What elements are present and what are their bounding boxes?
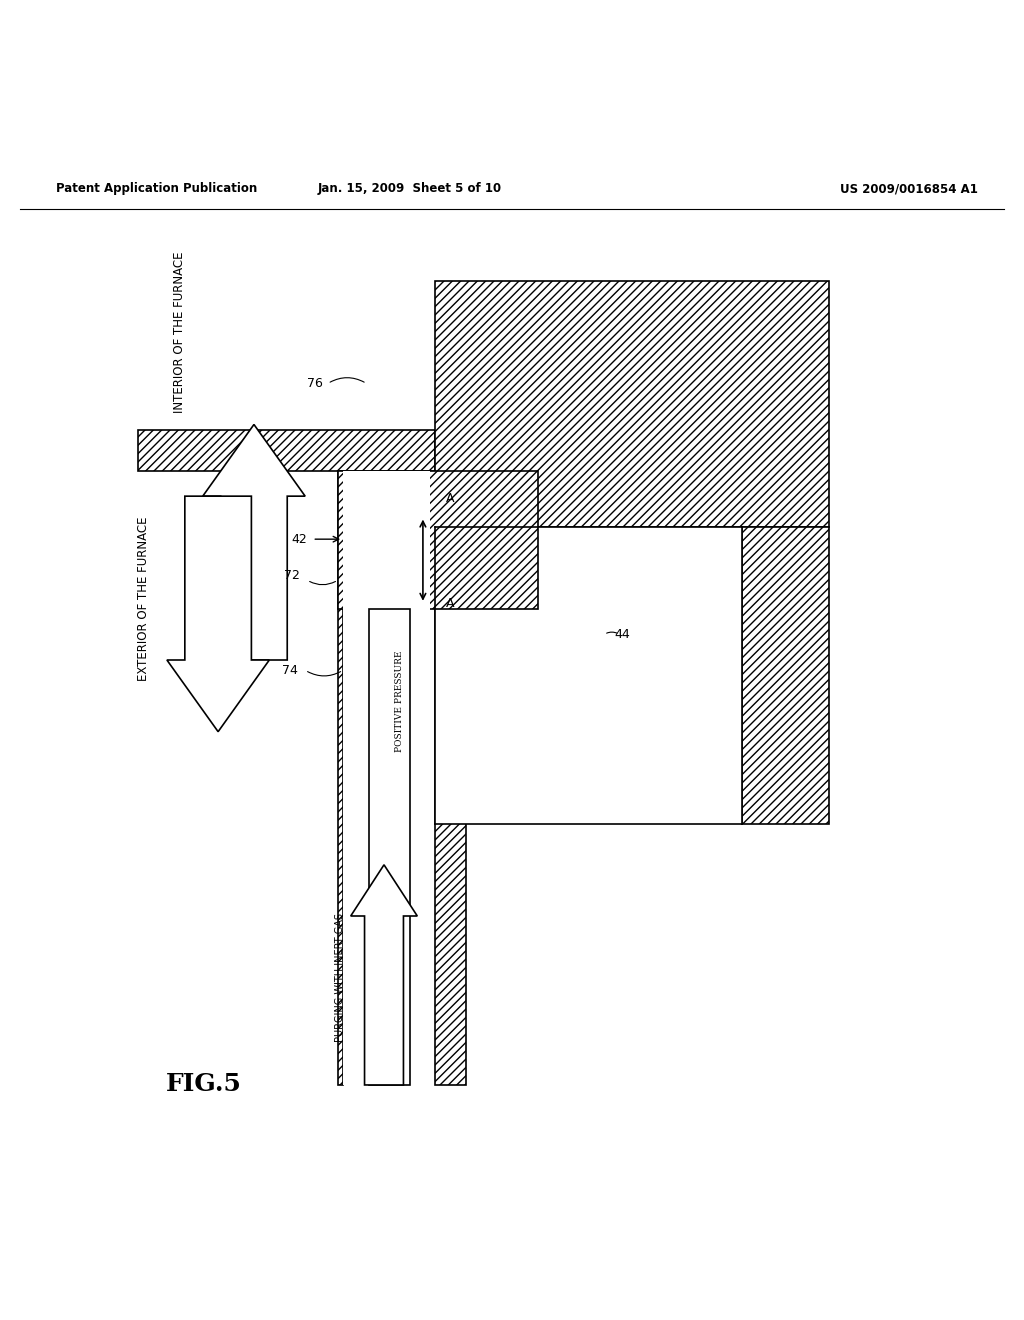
Text: PURGING WITH INERT GAS: PURGING WITH INERT GAS: [335, 913, 345, 1041]
Text: Patent Application Publication: Patent Application Publication: [56, 182, 258, 195]
Text: A: A: [445, 492, 454, 504]
Text: 44: 44: [614, 628, 630, 642]
Text: 72: 72: [284, 569, 300, 582]
FancyArrow shape: [203, 425, 305, 660]
Text: FIG.5: FIG.5: [166, 1072, 242, 1096]
Text: POSITIVE PRESSURE: POSITIVE PRESSURE: [395, 651, 403, 751]
Text: EXTERIOR OF THE FURNACE: EXTERIOR OF THE FURNACE: [137, 516, 150, 681]
Text: INTERIOR OF THE FURNACE: INTERIOR OF THE FURNACE: [173, 252, 185, 413]
Text: A: A: [445, 597, 454, 610]
Text: 42: 42: [292, 533, 307, 545]
FancyArrow shape: [350, 865, 418, 1085]
Bar: [138, 429, 435, 470]
Bar: [338, 470, 538, 609]
Bar: [435, 527, 742, 824]
Text: 74: 74: [282, 664, 298, 677]
Bar: [435, 281, 829, 527]
Bar: [338, 470, 343, 1085]
Bar: [435, 609, 466, 1085]
Bar: [343, 470, 430, 1085]
FancyArrow shape: [167, 496, 269, 731]
Text: Jan. 15, 2009  Sheet 5 of 10: Jan. 15, 2009 Sheet 5 of 10: [317, 182, 502, 195]
Text: 76: 76: [306, 378, 323, 389]
Bar: [369, 609, 410, 1085]
Bar: [742, 527, 829, 824]
Text: US 2009/0016854 A1: US 2009/0016854 A1: [840, 182, 978, 195]
